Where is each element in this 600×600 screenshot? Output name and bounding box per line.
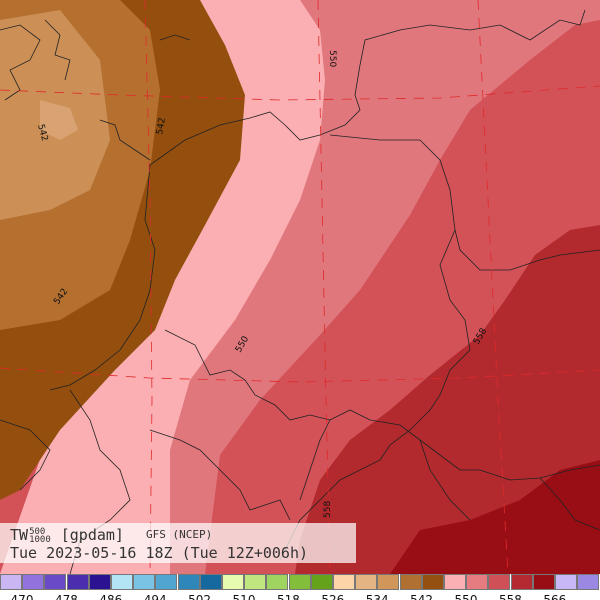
- color-legend: 470 478 486 494 502 510 518 526 534 542 550 558 566: [0, 574, 600, 600]
- legend-tick-label: 550: [454, 593, 478, 600]
- legend-swatch: [377, 574, 400, 590]
- legend-tick-label: 566: [543, 593, 567, 600]
- legend-tick-label: 486: [99, 593, 123, 600]
- legend-swatch: [133, 574, 156, 590]
- unit-label: [gpdam]: [60, 526, 124, 544]
- legend-tick-label: 558: [498, 593, 522, 600]
- legend-swatch: [310, 574, 333, 590]
- legend-tick-label: 510: [232, 593, 256, 600]
- legend-swatch: [577, 574, 600, 590]
- legend-tick-label: 526: [321, 593, 345, 600]
- legend-swatch: [399, 574, 422, 590]
- latlon-grid: [0, 0, 600, 574]
- legend-swatch: [444, 574, 466, 590]
- thickness-map: 550 542 542 542 550 558 558: [0, 0, 600, 574]
- band-558: [295, 225, 600, 574]
- legend-swatch: [88, 574, 111, 590]
- band-562: [390, 460, 600, 574]
- band-526: [40, 100, 78, 140]
- legend-tick-label: 494: [143, 593, 167, 600]
- legend-swatch: [421, 574, 444, 590]
- legend-swatch: [66, 574, 89, 590]
- contour-label: 542: [35, 123, 49, 142]
- legend-tick-label: 542: [410, 593, 434, 600]
- valid-time: Tue 2023-05-16 18Z (Tue 12Z+006h): [10, 544, 309, 562]
- legend-swatch: [155, 574, 178, 590]
- borders: [0, 9, 600, 574]
- legend-swatch: [222, 574, 244, 590]
- caption-title: TW 500 1000 [gpdam] GFS (NCEP): [10, 526, 213, 545]
- level-top: 500: [29, 527, 46, 537]
- legend-swatch: [355, 574, 378, 590]
- legend-swatch: [111, 574, 133, 590]
- legend-swatch: [44, 574, 67, 590]
- legend-swatch: [488, 574, 511, 590]
- map-caption: TW 500 1000 [gpdam] GFS (NCEP) Tue 2023-05-1…: [0, 523, 356, 563]
- legend-swatch: [266, 574, 289, 590]
- legend-tick-label: 478: [54, 593, 78, 600]
- legend-tick-label: 518: [276, 593, 300, 600]
- legend-swatch: [0, 574, 22, 590]
- legend-swatch: [532, 574, 555, 590]
- contour-label: 542: [155, 117, 168, 136]
- legend-swatch: [244, 574, 267, 590]
- contour-label: 558: [323, 501, 333, 518]
- level-range: 500 1000: [29, 527, 51, 545]
- contour-label: 550: [327, 50, 337, 67]
- legend-swatch: [22, 574, 45, 590]
- legend-tick-label: 470: [10, 593, 34, 600]
- legend-swatch: [466, 574, 489, 590]
- legend-swatch: [333, 574, 355, 590]
- legend-swatch: [510, 574, 533, 590]
- level-bottom: 1000: [29, 535, 51, 545]
- legend-swatch: [288, 574, 311, 590]
- legend-bar: [0, 574, 600, 590]
- legend-swatch: [177, 574, 200, 590]
- variable-name: TW: [10, 526, 29, 544]
- legend-swatch: [199, 574, 222, 590]
- model-label: GFS (NCEP): [145, 528, 213, 541]
- legend-tick-label: 502: [188, 593, 212, 600]
- map-panel: 550 542 542 542 550 558 558: [0, 0, 600, 574]
- legend-tick-label: 534: [365, 593, 389, 600]
- legend-swatch: [555, 574, 577, 590]
